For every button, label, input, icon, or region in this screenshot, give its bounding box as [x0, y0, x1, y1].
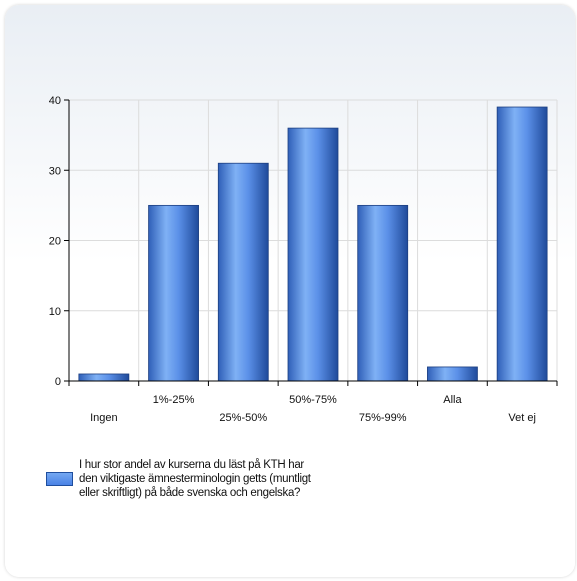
bar	[78, 373, 130, 382]
legend-label: I hur stor andel av kurserna du läst på …	[79, 459, 311, 499]
bar	[148, 204, 199, 382]
x-tick-label: 75%-99%	[359, 412, 407, 424]
legend-swatch	[46, 472, 73, 486]
axes	[64, 99, 558, 386]
bar	[287, 127, 339, 382]
x-tick-label: 25%-50%	[219, 412, 267, 424]
x-tick-label: Vet ej	[508, 412, 536, 424]
bar	[496, 106, 548, 382]
x-tick-label: Ingen	[90, 412, 118, 424]
y-tick-label: 40	[49, 95, 61, 107]
bar	[357, 204, 409, 382]
y-tick-label: 10	[49, 306, 61, 318]
tick-labels: 0 10 20 30 40 Ingen 1%-25% 25%-50% 50%-75% 75%-99…	[49, 95, 536, 424]
x-tick-label: 1%-25%	[153, 394, 195, 406]
y-tick-label: 30	[49, 165, 61, 177]
y-tick-label: 20	[49, 236, 61, 248]
bar	[217, 162, 269, 382]
bar	[427, 366, 478, 382]
x-tick-label: Alla	[443, 394, 462, 406]
y-tick-label: 0	[55, 376, 61, 388]
bars	[78, 106, 548, 382]
x-tick-label: 50%-75%	[289, 394, 337, 406]
legend: I hur stor andel av kurserna du läst på …	[46, 458, 319, 500]
